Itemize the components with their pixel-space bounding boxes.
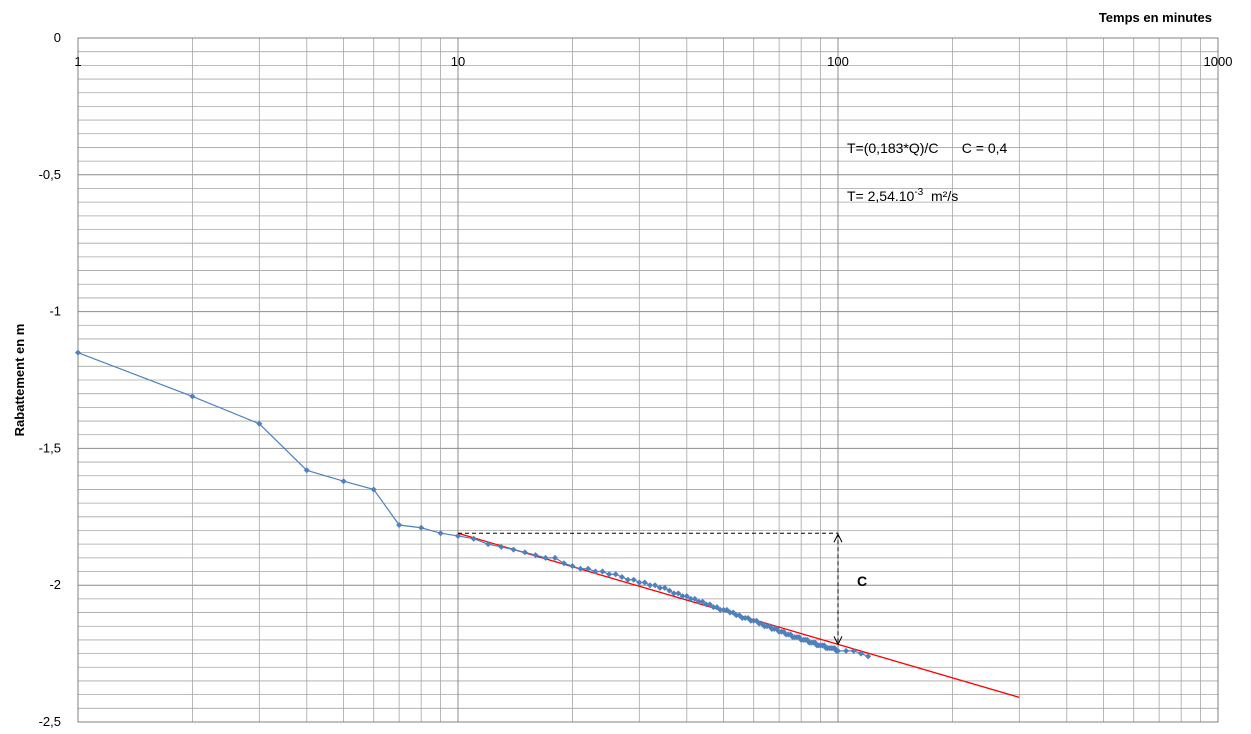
transmissivity-exponent: -3 bbox=[914, 187, 923, 198]
y-tick-label: -1,5 bbox=[39, 440, 61, 455]
data-point bbox=[679, 593, 686, 600]
data-point bbox=[641, 579, 648, 586]
data-point bbox=[569, 563, 576, 570]
y-tick-label: -0,5 bbox=[39, 167, 61, 182]
data-point bbox=[703, 601, 710, 608]
data-point bbox=[717, 606, 724, 613]
x-tick-label: 1000 bbox=[1204, 54, 1233, 69]
data-point bbox=[683, 593, 690, 600]
transmissivity-unit: m²/s bbox=[923, 188, 958, 204]
series-layer bbox=[75, 349, 1020, 698]
data-point bbox=[437, 530, 444, 537]
formula-annotation: T=(0,183*Q)/C C = 0,4 bbox=[847, 140, 1008, 156]
grid bbox=[77, 37, 1219, 723]
transmissivity-value: T= 2,54.10 bbox=[847, 188, 915, 204]
transmissivity-annotation: T= 2,54.10-3 m²/s bbox=[847, 187, 958, 204]
data-point bbox=[858, 650, 865, 657]
data-point bbox=[706, 601, 713, 608]
construction-lines bbox=[458, 532, 843, 646]
data-point bbox=[592, 568, 599, 575]
c-label: C bbox=[857, 573, 867, 589]
data-point bbox=[710, 604, 717, 611]
data-point bbox=[303, 467, 310, 474]
data-point bbox=[485, 541, 492, 548]
data-point bbox=[370, 486, 377, 493]
data-point bbox=[455, 532, 461, 539]
data-point bbox=[75, 349, 81, 356]
data-point bbox=[865, 653, 872, 660]
data-point bbox=[189, 393, 196, 400]
data-point bbox=[661, 584, 668, 591]
data-point bbox=[843, 647, 850, 654]
data-point bbox=[510, 546, 517, 553]
measured-line bbox=[77, 352, 869, 657]
data-point bbox=[670, 590, 677, 597]
data-point bbox=[695, 598, 702, 605]
data-point bbox=[652, 582, 659, 589]
data-point bbox=[340, 478, 347, 485]
arrowhead-down bbox=[833, 636, 843, 646]
data-point bbox=[835, 647, 841, 654]
data-point bbox=[636, 579, 643, 586]
data-point bbox=[552, 554, 559, 561]
data-point bbox=[577, 565, 584, 572]
data-point bbox=[624, 576, 631, 583]
data-point bbox=[727, 609, 734, 616]
data-point bbox=[850, 647, 857, 654]
data-point bbox=[396, 522, 403, 529]
data-point bbox=[418, 524, 425, 531]
data-point bbox=[656, 584, 663, 591]
data-point bbox=[646, 582, 653, 589]
x-tick-label: 10 bbox=[451, 54, 465, 69]
data-point bbox=[606, 571, 613, 578]
data-point bbox=[691, 595, 698, 602]
arrowhead-up bbox=[833, 533, 843, 543]
data-point bbox=[498, 543, 505, 550]
y-axis-title: Rabattement en m bbox=[12, 324, 27, 437]
data-point bbox=[675, 590, 682, 597]
data-point bbox=[560, 560, 567, 567]
data-point bbox=[630, 576, 637, 583]
data-point bbox=[612, 571, 619, 578]
data-point bbox=[470, 535, 477, 542]
x-tick-label: 1 bbox=[74, 54, 81, 69]
axes: 1 10 100 1000 0 -0,5 -1 -1,5 -2 -2,5 bbox=[39, 30, 1233, 729]
data-point bbox=[699, 598, 706, 605]
data-point bbox=[687, 595, 694, 602]
data-point bbox=[599, 568, 606, 575]
data-point bbox=[618, 573, 625, 580]
y-tick-label: 0 bbox=[54, 30, 61, 45]
y-tick-label: -2 bbox=[49, 577, 61, 592]
data-point bbox=[256, 420, 263, 427]
data-point bbox=[666, 587, 673, 594]
x-tick-label: 100 bbox=[827, 54, 849, 69]
plot-frame bbox=[77, 37, 1219, 723]
data-point bbox=[542, 554, 549, 561]
data-point bbox=[585, 565, 592, 572]
y-tick-label: -2,5 bbox=[39, 714, 61, 729]
x-axis-title: Temps en minutes bbox=[1099, 10, 1212, 25]
data-point bbox=[713, 604, 720, 611]
data-point bbox=[521, 549, 528, 556]
data-point bbox=[720, 606, 727, 613]
data-point bbox=[733, 612, 740, 619]
data-point bbox=[532, 552, 539, 559]
y-tick-label: -1 bbox=[49, 304, 61, 319]
